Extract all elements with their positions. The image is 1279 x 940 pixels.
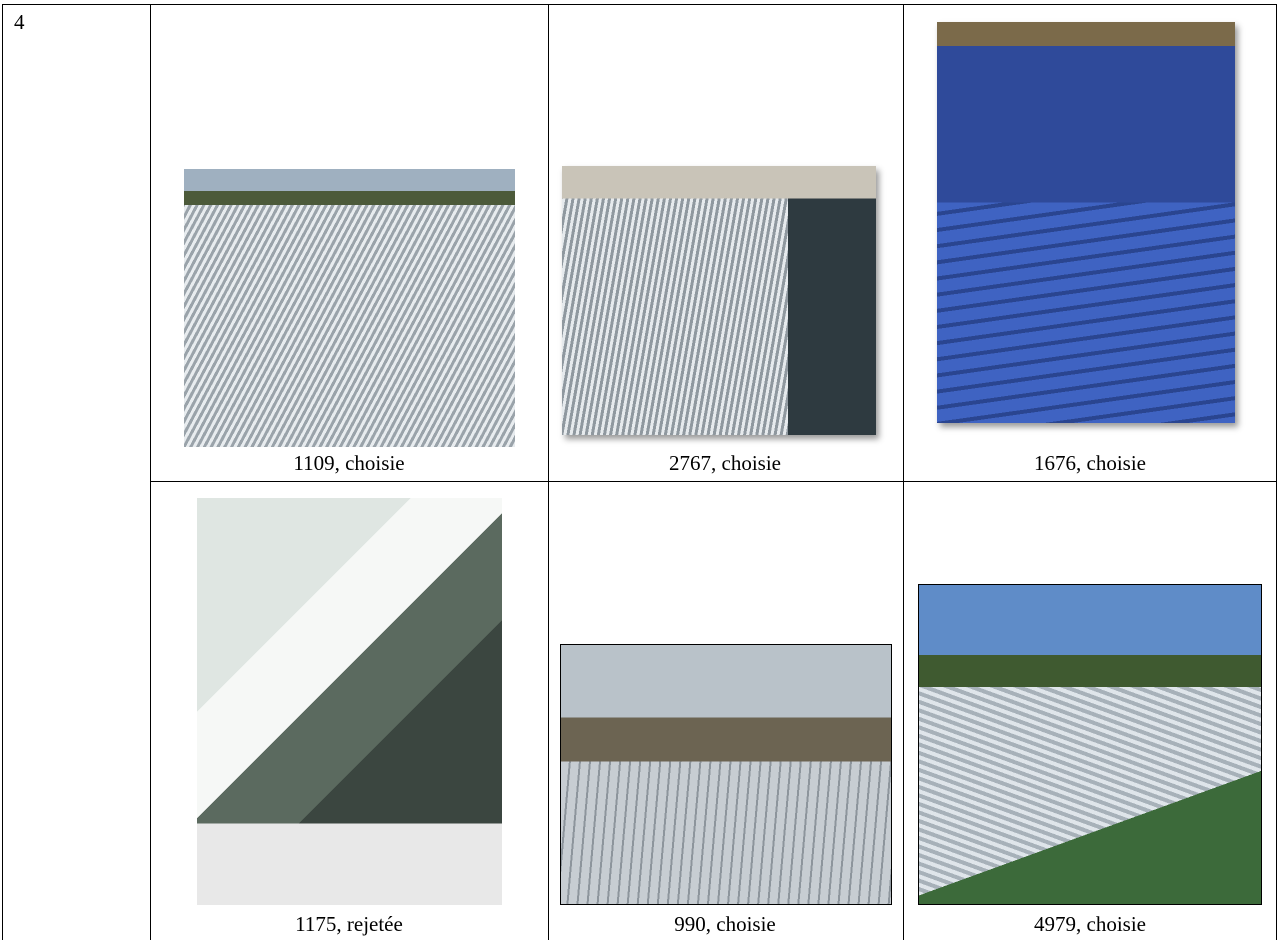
photo [562,166,876,435]
border [1276,4,1277,940]
border [2,4,3,940]
border [150,4,151,940]
photo [184,169,515,447]
caption: 1676, choisie [1034,451,1146,475]
caption: 4979, choisie [1034,912,1146,936]
caption: 1175, rejetée [295,912,403,936]
caption: 1109, choisie [293,451,405,475]
row-label: 4 [14,10,25,34]
photo [918,584,1262,905]
photo [560,644,892,905]
border [548,4,549,940]
caption: 2767, choisie [669,451,781,475]
border [903,4,904,940]
border [2,4,1277,5]
border [150,481,1277,482]
photo [197,498,502,905]
photo [937,22,1235,423]
caption: 990, choisie [674,912,776,936]
